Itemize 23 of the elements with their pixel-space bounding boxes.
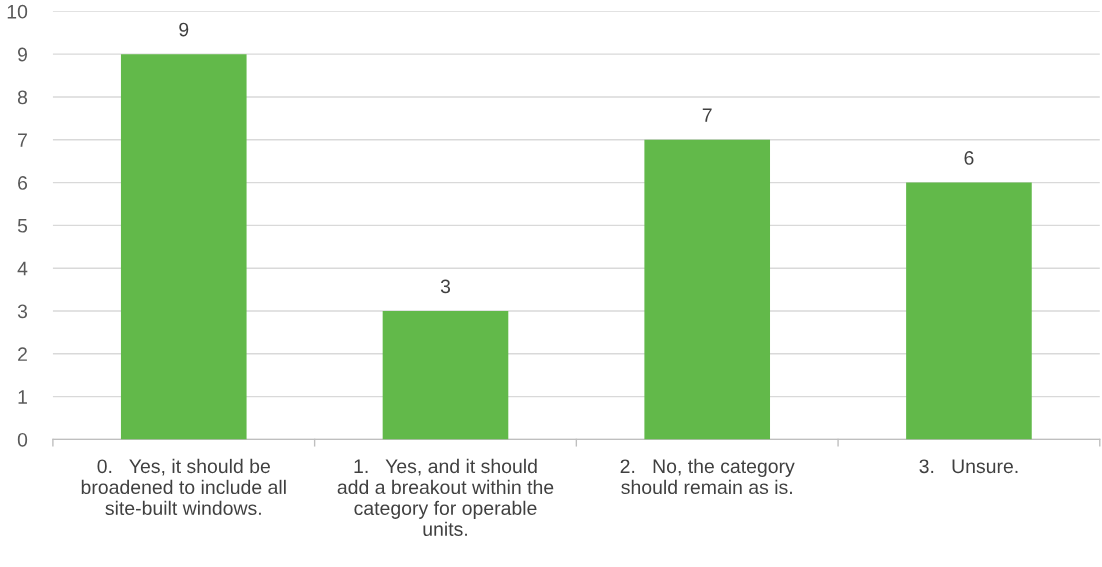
x-tick-label: 2. No, the category should remain as is. [620, 458, 795, 495]
y-tick-label: 7 [18, 133, 27, 147]
y-tick-label: 9 [17, 47, 27, 62]
y-tick-label: 2 [18, 347, 27, 361]
data-label: 7 [702, 108, 712, 122]
y-tick-label: 4 [17, 261, 28, 276]
data-label: 9 [179, 22, 189, 37]
y-tick-label: 8 [17, 90, 28, 105]
bar [120, 54, 247, 440]
bar [644, 139, 771, 440]
y-tick-label: 1 [18, 390, 27, 404]
data-label: 3 [440, 279, 451, 294]
y-tick-label: 3 [17, 304, 28, 319]
x-tick-label: 1. Yes, and it should add a breakout within the category for operable units. [337, 458, 554, 536]
y-tick-label: 0 [17, 432, 28, 447]
data-label: 6 [964, 151, 974, 165]
x-tick-label: 0. Yes, it should be broadened to include all site-built windows. [81, 458, 286, 516]
x-tick-label: 3. Unsure. [919, 459, 1018, 474]
bar [382, 311, 509, 440]
y-tick-label: 5 [17, 219, 28, 233]
y-tick-label: 10 [7, 4, 28, 19]
y-tick-label: 6 [18, 176, 28, 190]
bar [906, 182, 1032, 440]
